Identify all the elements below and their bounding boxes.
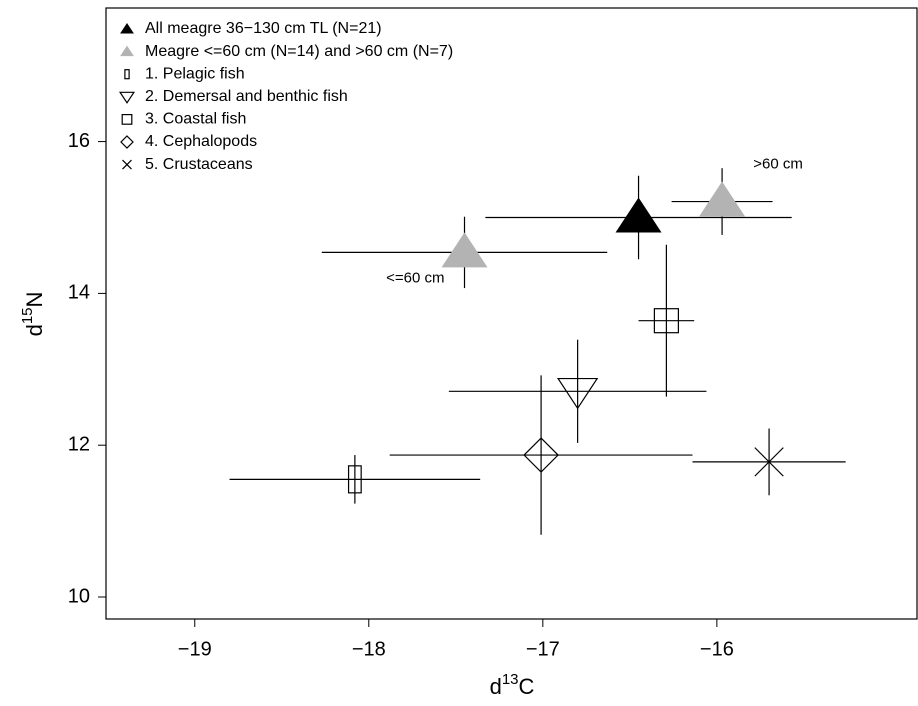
point — [441, 232, 488, 268]
point — [699, 181, 746, 217]
legend-marker — [120, 45, 134, 57]
legend-marker — [124, 69, 130, 80]
plot-frame — [105, 7, 918, 620]
legend-marker — [120, 23, 134, 34]
x-label-sup: 13 — [502, 671, 519, 688]
point — [347, 465, 362, 494]
point-label: >60 cm — [753, 156, 803, 173]
x-label-text: d — [490, 674, 502, 699]
y-label-text: N — [22, 292, 47, 308]
x-tick-label: −19 — [178, 638, 212, 660]
point — [556, 377, 599, 410]
y-tick-label: 16 — [68, 130, 90, 152]
legend-marker — [118, 91, 136, 104]
x-tick-label: −17 — [526, 638, 560, 660]
y-tick-label: 10 — [68, 585, 90, 607]
point — [754, 447, 784, 477]
legend-label: 3. Coastal fish — [145, 111, 246, 128]
legend-label: 1. Pelagic fish — [145, 65, 245, 82]
legend-label: Meagre <=60 cm (N=14) and >60 cm (N=7) — [145, 43, 453, 60]
point — [653, 308, 679, 334]
legend-marker — [122, 159, 132, 170]
point-label: <=60 cm — [386, 269, 444, 286]
point — [615, 197, 662, 233]
legend-label: All meagre 36−130 cm TL (N=21) — [145, 20, 382, 37]
y-tick-label: 14 — [68, 282, 90, 304]
x-label-text: C — [519, 674, 535, 699]
x-axis-label: d13C — [490, 671, 535, 699]
y-label-sup: 15 — [19, 307, 36, 324]
legend-label: 2. Demersal and benthic fish — [145, 88, 348, 105]
x-tick-label: −16 — [700, 638, 734, 660]
x-tick-label: −18 — [352, 638, 386, 660]
legend-label: 4. Cephalopods — [145, 133, 257, 150]
y-axis-label: d15N — [19, 292, 47, 337]
legend-marker — [120, 135, 134, 149]
legend-label: 5. Crustaceans — [145, 156, 253, 173]
legend-marker — [121, 113, 133, 125]
point — [523, 437, 559, 473]
y-tick-label: 12 — [68, 433, 90, 455]
y-label-text: d — [22, 324, 47, 336]
